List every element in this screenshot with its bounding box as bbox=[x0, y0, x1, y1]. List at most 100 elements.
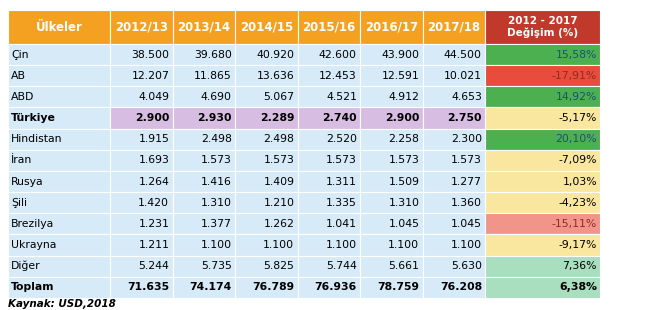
Text: 5.244: 5.244 bbox=[138, 261, 169, 271]
Text: 5.744: 5.744 bbox=[326, 261, 357, 271]
FancyBboxPatch shape bbox=[173, 192, 235, 213]
Text: 1.573: 1.573 bbox=[264, 155, 294, 165]
Text: 12.591: 12.591 bbox=[381, 71, 419, 81]
Text: 1.100: 1.100 bbox=[451, 240, 482, 250]
Text: 1.420: 1.420 bbox=[138, 198, 169, 208]
FancyBboxPatch shape bbox=[8, 277, 110, 298]
FancyBboxPatch shape bbox=[422, 86, 485, 108]
FancyBboxPatch shape bbox=[8, 65, 110, 86]
Text: 1.416: 1.416 bbox=[201, 176, 232, 187]
FancyBboxPatch shape bbox=[297, 277, 360, 298]
FancyBboxPatch shape bbox=[360, 192, 422, 213]
FancyBboxPatch shape bbox=[235, 86, 297, 108]
FancyBboxPatch shape bbox=[235, 10, 297, 44]
Text: 1.211: 1.211 bbox=[138, 240, 169, 250]
Text: 39.680: 39.680 bbox=[194, 50, 232, 60]
Text: -17,91%: -17,91% bbox=[552, 71, 597, 81]
FancyBboxPatch shape bbox=[297, 256, 360, 277]
FancyBboxPatch shape bbox=[422, 10, 485, 44]
FancyBboxPatch shape bbox=[485, 171, 600, 192]
Text: 2.300: 2.300 bbox=[451, 134, 482, 144]
FancyBboxPatch shape bbox=[485, 256, 600, 277]
Text: 1.573: 1.573 bbox=[326, 155, 357, 165]
FancyBboxPatch shape bbox=[8, 256, 110, 277]
Text: 2.930: 2.930 bbox=[197, 113, 232, 123]
Text: 1.100: 1.100 bbox=[326, 240, 357, 250]
Text: -9,17%: -9,17% bbox=[559, 240, 597, 250]
Text: 1.573: 1.573 bbox=[389, 155, 419, 165]
Text: 42.600: 42.600 bbox=[319, 50, 357, 60]
FancyBboxPatch shape bbox=[297, 108, 360, 129]
FancyBboxPatch shape bbox=[360, 171, 422, 192]
FancyBboxPatch shape bbox=[485, 65, 600, 86]
Text: 2.289: 2.289 bbox=[260, 113, 294, 123]
FancyBboxPatch shape bbox=[297, 192, 360, 213]
Text: 2016/17: 2016/17 bbox=[365, 20, 418, 33]
Text: 1.310: 1.310 bbox=[389, 198, 419, 208]
Text: -5,17%: -5,17% bbox=[559, 113, 597, 123]
Text: 1.335: 1.335 bbox=[326, 198, 357, 208]
FancyBboxPatch shape bbox=[235, 192, 297, 213]
Text: 4.049: 4.049 bbox=[138, 92, 169, 102]
FancyBboxPatch shape bbox=[173, 256, 235, 277]
Text: 1.041: 1.041 bbox=[326, 219, 357, 229]
FancyBboxPatch shape bbox=[173, 234, 235, 256]
Text: 12.207: 12.207 bbox=[132, 71, 169, 81]
FancyBboxPatch shape bbox=[297, 65, 360, 86]
FancyBboxPatch shape bbox=[173, 277, 235, 298]
Text: 2.740: 2.740 bbox=[322, 113, 357, 123]
FancyBboxPatch shape bbox=[297, 213, 360, 234]
Text: Türkiye: Türkiye bbox=[11, 113, 56, 123]
FancyBboxPatch shape bbox=[235, 234, 297, 256]
Text: Diğer: Diğer bbox=[11, 261, 41, 272]
FancyBboxPatch shape bbox=[422, 256, 485, 277]
Text: 78.759: 78.759 bbox=[377, 282, 419, 292]
FancyBboxPatch shape bbox=[110, 192, 173, 213]
FancyBboxPatch shape bbox=[173, 129, 235, 150]
FancyBboxPatch shape bbox=[110, 213, 173, 234]
FancyBboxPatch shape bbox=[485, 44, 600, 65]
FancyBboxPatch shape bbox=[360, 256, 422, 277]
FancyBboxPatch shape bbox=[297, 129, 360, 150]
FancyBboxPatch shape bbox=[110, 10, 173, 44]
FancyBboxPatch shape bbox=[235, 213, 297, 234]
FancyBboxPatch shape bbox=[235, 256, 297, 277]
Text: 1.100: 1.100 bbox=[201, 240, 232, 250]
FancyBboxPatch shape bbox=[297, 171, 360, 192]
FancyBboxPatch shape bbox=[110, 150, 173, 171]
Text: 1.100: 1.100 bbox=[263, 240, 294, 250]
FancyBboxPatch shape bbox=[235, 129, 297, 150]
Text: 1.231: 1.231 bbox=[138, 219, 169, 229]
Text: 1.409: 1.409 bbox=[263, 176, 294, 187]
Text: 14,92%: 14,92% bbox=[556, 92, 597, 102]
Text: 11.865: 11.865 bbox=[194, 71, 232, 81]
FancyBboxPatch shape bbox=[8, 129, 110, 150]
Text: 12.453: 12.453 bbox=[319, 71, 357, 81]
Text: 1.100: 1.100 bbox=[388, 240, 419, 250]
Text: 7,36%: 7,36% bbox=[563, 261, 597, 271]
Text: 76.936: 76.936 bbox=[315, 282, 357, 292]
FancyBboxPatch shape bbox=[173, 65, 235, 86]
Text: 1.377: 1.377 bbox=[201, 219, 232, 229]
FancyBboxPatch shape bbox=[360, 129, 422, 150]
Text: Toplam: Toplam bbox=[11, 282, 55, 292]
FancyBboxPatch shape bbox=[173, 108, 235, 129]
FancyBboxPatch shape bbox=[235, 108, 297, 129]
Text: -7,09%: -7,09% bbox=[559, 155, 597, 165]
Text: 1.262: 1.262 bbox=[264, 219, 294, 229]
FancyBboxPatch shape bbox=[173, 44, 235, 65]
FancyBboxPatch shape bbox=[422, 277, 485, 298]
FancyBboxPatch shape bbox=[485, 108, 600, 129]
Text: 2.498: 2.498 bbox=[264, 134, 294, 144]
FancyBboxPatch shape bbox=[360, 277, 422, 298]
FancyBboxPatch shape bbox=[297, 150, 360, 171]
FancyBboxPatch shape bbox=[485, 86, 600, 108]
Text: İran: İran bbox=[11, 155, 32, 165]
FancyBboxPatch shape bbox=[422, 234, 485, 256]
FancyBboxPatch shape bbox=[485, 277, 600, 298]
Text: 6,38%: 6,38% bbox=[559, 282, 597, 292]
Text: 43.900: 43.900 bbox=[381, 50, 419, 60]
Text: 1.045: 1.045 bbox=[451, 219, 482, 229]
FancyBboxPatch shape bbox=[297, 10, 360, 44]
FancyBboxPatch shape bbox=[110, 129, 173, 150]
